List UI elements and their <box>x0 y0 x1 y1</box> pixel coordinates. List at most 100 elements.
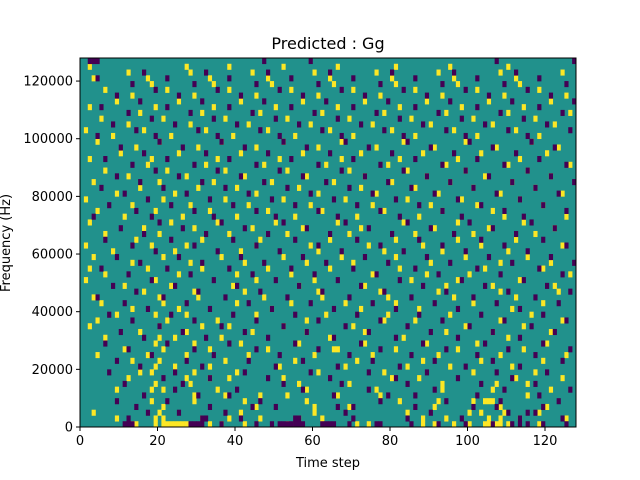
heatmap-cell-low <box>238 92 244 99</box>
heatmap-cell-high <box>254 311 259 318</box>
heatmap-cell-high <box>378 392 383 399</box>
heatmap-cell-high <box>432 421 437 428</box>
heatmap-cell-high <box>436 352 441 359</box>
heatmap-cell-low <box>188 109 193 116</box>
heatmap-cell-low <box>378 242 383 249</box>
heatmap-cell-low <box>417 236 422 243</box>
heatmap-cell-low <box>343 323 348 330</box>
heatmap-cell-low <box>277 421 282 428</box>
heatmap-cell-high <box>153 421 158 428</box>
heatmap-cell-low <box>114 173 120 180</box>
heatmap-cell-high <box>207 75 213 82</box>
heatmap-cell-high <box>448 311 453 318</box>
heatmap-cell-high <box>153 311 158 318</box>
heatmap-cell-low <box>289 156 294 163</box>
heatmap-cell-high <box>130 357 135 364</box>
heatmap-cell-low <box>126 109 131 116</box>
heatmap-cell-high <box>258 415 263 422</box>
heatmap-cell-high <box>413 86 418 93</box>
heatmap-cell-high <box>207 363 213 370</box>
heatmap-cell-low <box>475 392 480 399</box>
heatmap-cell-low <box>316 207 321 214</box>
heatmap-cell-low <box>386 259 391 266</box>
heatmap-cell-low <box>351 415 356 422</box>
heatmap-cell-low <box>564 207 569 214</box>
heatmap-cell-low <box>343 138 348 145</box>
heatmap-cell-high <box>490 386 495 393</box>
heatmap-cell-low <box>114 92 120 99</box>
heatmap-cell-low <box>517 334 523 341</box>
heatmap-cell-high <box>184 328 189 336</box>
heatmap-cell-low <box>393 334 399 341</box>
heatmap-cell-low <box>568 127 573 134</box>
heatmap-cell-high <box>297 184 302 191</box>
heatmap-cell-high <box>161 115 166 122</box>
heatmap-cell-low <box>242 225 247 232</box>
heatmap-cell-low <box>289 265 294 272</box>
heatmap-cell-low <box>386 392 391 399</box>
heatmap-cell-high <box>87 323 92 330</box>
heatmap-cell-high <box>316 369 321 376</box>
heatmap-cell-high <box>130 305 135 312</box>
heatmap-cell-low <box>347 421 352 428</box>
heatmap-cell-high <box>114 190 120 197</box>
heatmap-cell-high <box>184 242 189 249</box>
heatmap-cell-high <box>397 156 402 163</box>
heatmap-cell-low <box>145 305 151 312</box>
heatmap-cell-high <box>362 340 368 347</box>
heatmap-cell-low <box>192 317 197 324</box>
heatmap-cell-low <box>397 213 402 220</box>
heatmap-cell-low <box>436 271 441 278</box>
heatmap-cell-low <box>393 196 399 203</box>
heatmap-cell-high <box>165 421 170 428</box>
heatmap-cell-low <box>471 294 476 301</box>
heatmap-cell-low <box>312 271 317 278</box>
heatmap-cell-high <box>560 375 565 382</box>
heatmap-cell-high <box>238 150 244 157</box>
heatmap-cell-low <box>560 415 565 422</box>
heatmap-cell-high <box>382 248 387 255</box>
heatmap-cell-low <box>541 340 546 347</box>
heatmap-cell-low <box>545 282 550 289</box>
heatmap-cell-high <box>308 121 313 128</box>
heatmap-cell-low <box>300 421 306 428</box>
heatmap-cell-low <box>153 167 158 174</box>
heatmap-cell-high <box>153 207 158 214</box>
heatmap-cell-high <box>254 403 259 411</box>
heatmap-cell-high <box>161 415 166 422</box>
heatmap-cell-high <box>142 225 147 232</box>
heatmap-cell-high <box>188 69 193 76</box>
heatmap-cell-low <box>95 294 100 301</box>
heatmap-cell-low <box>207 403 213 411</box>
heatmap-cell-high <box>328 236 333 243</box>
heatmap-cell-low <box>537 104 542 111</box>
heatmap-cell-high <box>254 277 259 284</box>
heatmap-cell-high <box>130 259 135 266</box>
heatmap-cell-high <box>521 104 526 111</box>
heatmap-cell-high <box>95 207 100 214</box>
heatmap-cell-high <box>362 328 368 336</box>
heatmap-cell-high <box>184 311 189 318</box>
heatmap-cell-low <box>192 207 197 214</box>
heatmap-cell-high <box>339 156 344 163</box>
heatmap-cell-high <box>393 63 399 70</box>
heatmap-cell-high <box>165 167 170 174</box>
heatmap-cell-low <box>362 254 368 261</box>
heatmap-cell-high <box>223 196 228 203</box>
heatmap-cell-high <box>254 92 259 99</box>
heatmap-cell-high <box>196 144 201 151</box>
heatmap-cell-low <box>444 288 449 295</box>
heatmap-cell-high <box>157 294 162 301</box>
heatmap-cell-low <box>517 305 523 312</box>
heatmap-cell-high <box>192 392 197 399</box>
heatmap-cell-low <box>266 150 271 157</box>
heatmap-cell-high <box>312 277 317 284</box>
heatmap-cell-high <box>188 259 193 266</box>
heatmap-cell-high <box>149 386 154 393</box>
heatmap-cell-high <box>312 69 317 76</box>
heatmap-cell-low <box>525 248 530 255</box>
heatmap-cell-low <box>273 277 278 284</box>
heatmap-cell-high <box>413 132 418 140</box>
heatmap-cell-low <box>432 357 437 364</box>
heatmap-cell-high <box>490 207 495 214</box>
